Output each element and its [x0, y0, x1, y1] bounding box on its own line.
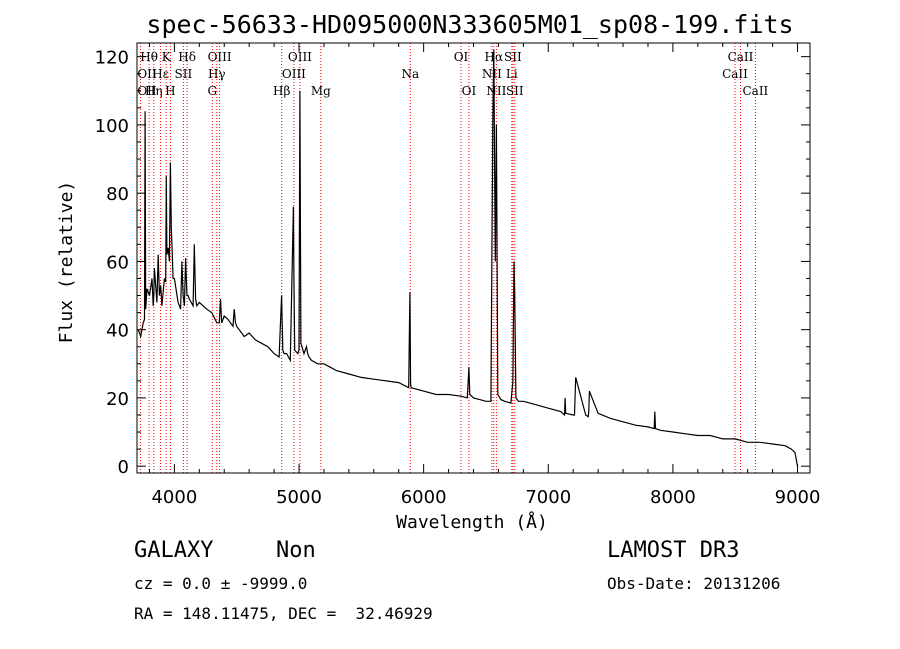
emission-label-5: K	[162, 50, 172, 64]
emission-label-27: CaII	[742, 84, 768, 98]
y-tick-label-80: 80	[106, 184, 129, 205]
emission-label-19: Hα	[485, 50, 504, 64]
emission-label-18: OI	[462, 84, 477, 98]
object-class: GALAXY	[134, 538, 214, 563]
emission-label-1: OII	[137, 84, 157, 98]
emission-label-10: Hγ	[208, 67, 226, 81]
spectrum-line	[137, 49, 799, 467]
emission-label-14: OIII	[282, 67, 306, 81]
axis-ticks: 4000 5000 6000 7000 8000 9000 0 20 40 60 80 100 120	[95, 43, 821, 508]
y-tick-label-20: 20	[106, 389, 129, 410]
emission-label-24: SII	[506, 84, 524, 98]
plot-frame	[136, 42, 811, 474]
emission-line-markers	[139, 43, 756, 473]
emission-label-12: Hβ	[273, 84, 290, 98]
redshift-info: cz = 0.0 ± -9999.0	[134, 574, 308, 593]
emission-label-20: NII	[482, 67, 502, 81]
emission-label-2: Hθ	[140, 50, 158, 64]
emission-label-15: Mg	[311, 84, 331, 98]
x-tick-label-9000: 9000	[775, 487, 821, 508]
ra-dec: RA = 148.11475, DEC = 32.46929	[134, 604, 433, 623]
emission-label-21: NII	[486, 84, 506, 98]
obs-date: Obs-Date: 20131206	[607, 574, 781, 593]
x-tick-label-5000: 5000	[276, 487, 322, 508]
emission-label-8: Hδ	[178, 50, 196, 64]
y-tick-label-40: 40	[106, 321, 129, 342]
x-tick-label-8000: 8000	[650, 487, 696, 508]
survey-name: LAMOST DR3	[607, 538, 740, 563]
x-tick-label-7000: 7000	[525, 487, 571, 508]
emission-label-4: Hε	[152, 67, 169, 81]
x-tick-label-6000: 6000	[401, 487, 447, 508]
emission-label-22: SII	[504, 50, 522, 64]
emission-label-17: OI	[454, 50, 469, 64]
x-axis-label: Wavelength (Å)	[396, 511, 548, 533]
emission-label-23: Li	[506, 67, 518, 81]
y-tick-label-120: 120	[95, 48, 129, 69]
emission-label-7: SII	[175, 67, 193, 81]
emission-label-3: Hη	[145, 84, 163, 98]
chart-title: spec-56633-HD095000N333605M01_sp08-199.f…	[146, 10, 793, 39]
emission-label-26: CaII	[722, 67, 748, 81]
emission-label-16: Na	[401, 67, 419, 81]
emission-label-6: H	[165, 84, 175, 98]
y-tick-label-60: 60	[106, 252, 129, 273]
emission-label-9: OIII	[208, 50, 232, 64]
object-subclass: Non	[276, 538, 316, 563]
y-tick-label-100: 100	[95, 116, 129, 137]
y-tick-label-0: 0	[118, 457, 129, 478]
y-axis-label: Flux (relative)	[56, 181, 77, 344]
x-tick-label-4000: 4000	[151, 487, 197, 508]
emission-label-11: G	[208, 84, 218, 98]
emission-label-0: OII	[137, 67, 157, 81]
emission-label-13: OIII	[288, 50, 312, 64]
emission-label-25: CaII	[728, 50, 754, 64]
